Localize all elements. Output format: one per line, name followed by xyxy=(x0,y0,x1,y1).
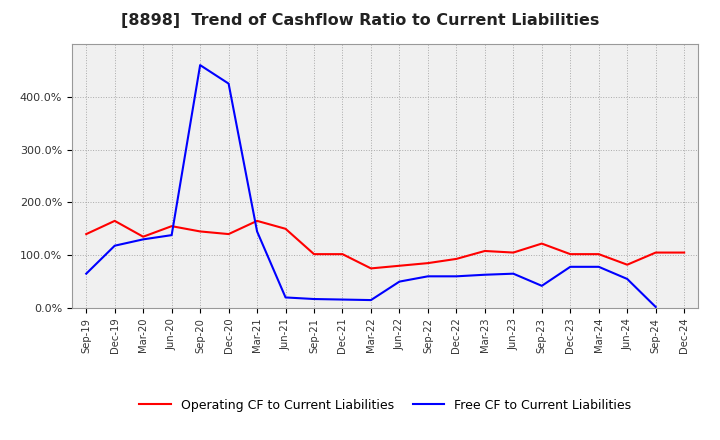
Legend: Operating CF to Current Liabilities, Free CF to Current Liabilities: Operating CF to Current Liabilities, Fre… xyxy=(140,399,631,412)
Free CF to Current Liabilities xyxy=(623,276,631,282)
Free CF to Current Liabilities xyxy=(196,62,204,68)
Operating CF to Current Liabilities xyxy=(196,229,204,234)
Operating CF to Current Liabilities xyxy=(139,234,148,239)
Free CF to Current Liabilities xyxy=(652,304,660,310)
Free CF to Current Liabilities xyxy=(310,297,318,302)
Free CF to Current Liabilities xyxy=(566,264,575,269)
Free CF to Current Liabilities xyxy=(139,237,148,242)
Operating CF to Current Liabilities xyxy=(509,250,518,255)
Free CF to Current Liabilities xyxy=(595,264,603,269)
Operating CF to Current Liabilities xyxy=(167,224,176,229)
Free CF to Current Liabilities xyxy=(423,274,432,279)
Free CF to Current Liabilities xyxy=(452,274,461,279)
Free CF to Current Liabilities xyxy=(282,295,290,300)
Operating CF to Current Liabilities xyxy=(110,218,119,224)
Free CF to Current Liabilities xyxy=(480,272,489,277)
Free CF to Current Liabilities xyxy=(225,81,233,86)
Operating CF to Current Liabilities xyxy=(338,252,347,257)
Operating CF to Current Liabilities xyxy=(423,260,432,266)
Operating CF to Current Liabilities xyxy=(652,250,660,255)
Operating CF to Current Liabilities xyxy=(310,252,318,257)
Line: Operating CF to Current Liabilities: Operating CF to Current Liabilities xyxy=(86,221,684,268)
Free CF to Current Liabilities xyxy=(110,243,119,248)
Free CF to Current Liabilities xyxy=(537,283,546,289)
Operating CF to Current Liabilities xyxy=(82,231,91,237)
Operating CF to Current Liabilities xyxy=(452,256,461,261)
Line: Free CF to Current Liabilities: Free CF to Current Liabilities xyxy=(86,65,656,307)
Operating CF to Current Liabilities xyxy=(480,248,489,253)
Free CF to Current Liabilities xyxy=(167,232,176,238)
Operating CF to Current Liabilities xyxy=(282,226,290,231)
Free CF to Current Liabilities xyxy=(366,297,375,303)
Operating CF to Current Liabilities xyxy=(595,252,603,257)
Operating CF to Current Liabilities xyxy=(566,252,575,257)
Operating CF to Current Liabilities xyxy=(253,218,261,224)
Operating CF to Current Liabilities xyxy=(680,250,688,255)
Operating CF to Current Liabilities xyxy=(537,241,546,246)
Free CF to Current Liabilities xyxy=(395,279,404,284)
Operating CF to Current Liabilities xyxy=(225,231,233,237)
Operating CF to Current Liabilities xyxy=(366,266,375,271)
Free CF to Current Liabilities xyxy=(509,271,518,276)
Free CF to Current Liabilities xyxy=(253,229,261,234)
Operating CF to Current Liabilities xyxy=(395,263,404,268)
Text: [8898]  Trend of Cashflow Ratio to Current Liabilities: [8898] Trend of Cashflow Ratio to Curren… xyxy=(121,13,599,28)
Operating CF to Current Liabilities xyxy=(623,262,631,268)
Free CF to Current Liabilities xyxy=(338,297,347,302)
Free CF to Current Liabilities xyxy=(82,271,91,276)
